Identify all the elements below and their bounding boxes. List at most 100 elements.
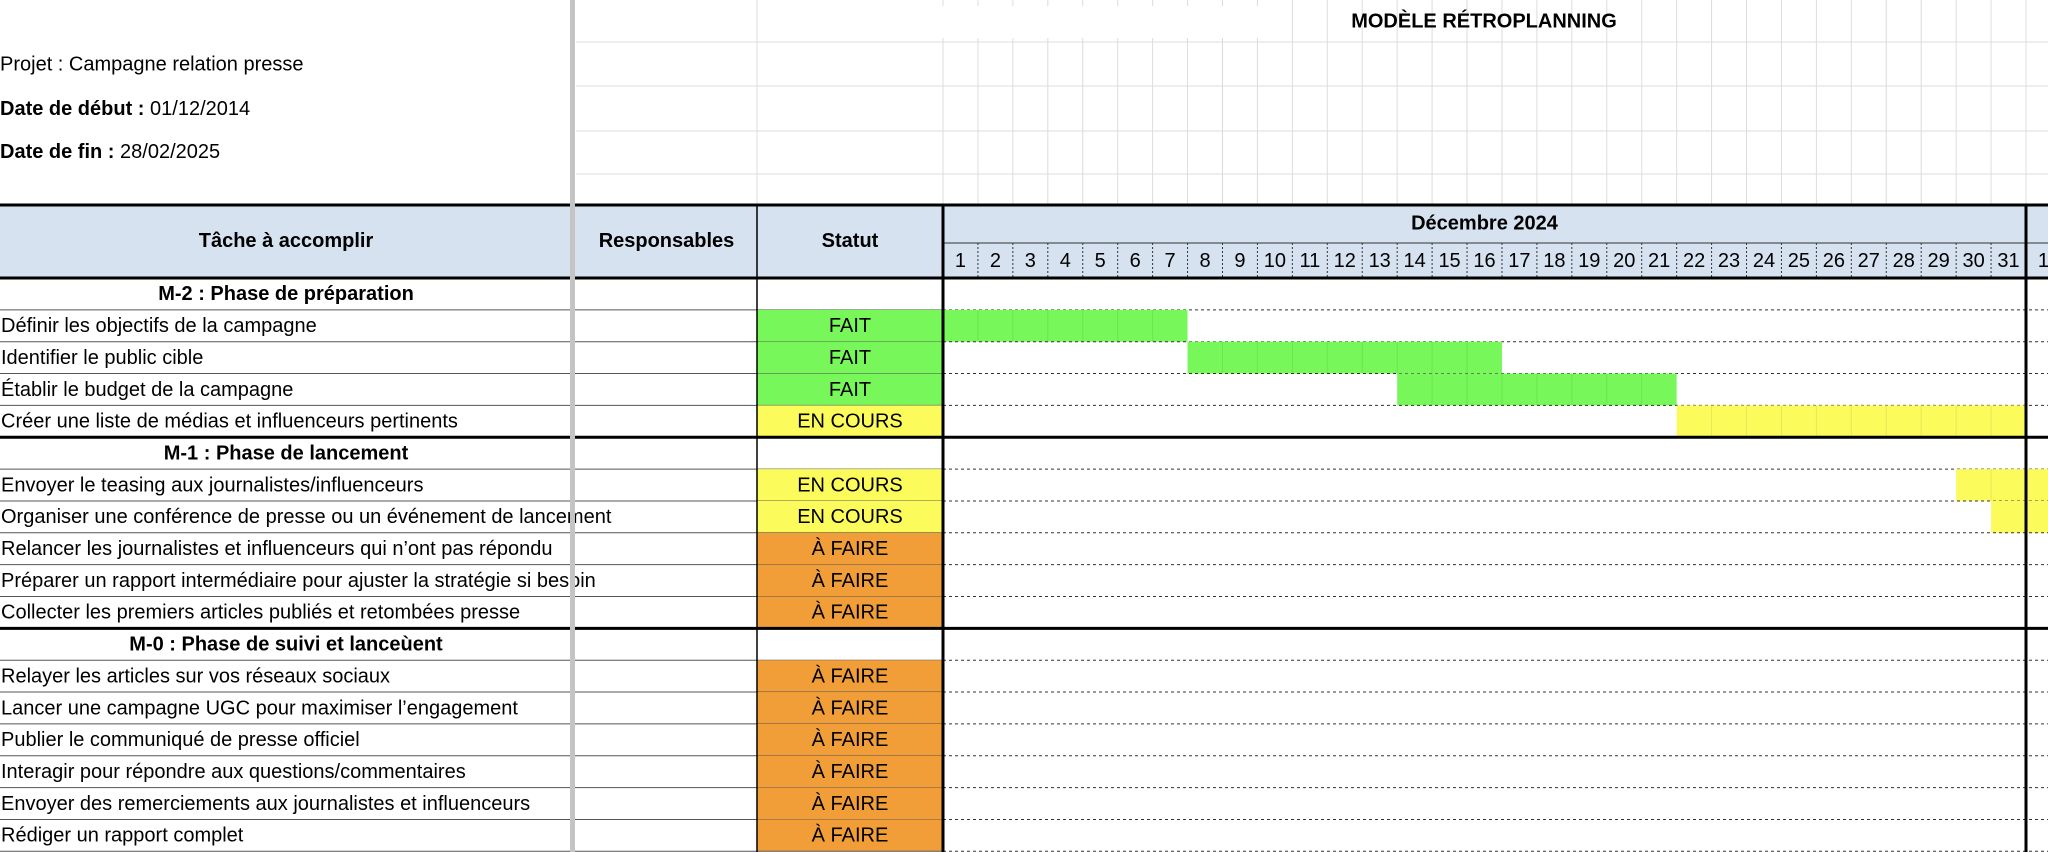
column-header: Statut bbox=[822, 230, 879, 252]
date-label: Date de début : bbox=[0, 98, 144, 120]
status-text: EN COURS bbox=[797, 411, 903, 433]
status-cell bbox=[757, 469, 943, 501]
status-text: FAIT bbox=[829, 379, 871, 401]
title: MODÈLE RÉTROPLANNING bbox=[1351, 9, 1617, 32]
status-text: FAIT bbox=[829, 347, 871, 369]
date-line: Date de fin : 28/02/2025 bbox=[0, 141, 220, 163]
task-name: Envoyer le teasing aux journalistes/infl… bbox=[1, 474, 423, 496]
gantt-bar bbox=[1991, 500, 2048, 533]
day-number: 15 bbox=[1438, 250, 1460, 272]
day-number: 29 bbox=[1928, 250, 1950, 272]
title-bg bbox=[900, 6, 1290, 38]
phase-title: M-0 : Phase de suivi et lanceùent bbox=[129, 634, 443, 656]
task-name: Organiser une conférence de presse ou un… bbox=[1, 506, 612, 528]
status-cell bbox=[757, 532, 943, 565]
day-number: 1 bbox=[955, 250, 966, 272]
day-number: 9 bbox=[1234, 250, 1245, 272]
day-number: 18 bbox=[1543, 250, 1565, 272]
day-number: 19 bbox=[1578, 250, 1600, 272]
status-text: À FAIRE bbox=[812, 792, 889, 815]
column-header: Responsables bbox=[599, 230, 735, 252]
day-number: 23 bbox=[1718, 250, 1740, 272]
day-number: 10 bbox=[1264, 250, 1286, 272]
status-cell bbox=[757, 660, 943, 693]
phase-title: M-1 : Phase de lancement bbox=[164, 442, 409, 464]
status-cell bbox=[757, 692, 943, 724]
month-header: Décembre 2024 bbox=[1411, 212, 1559, 234]
header-bg bbox=[0, 205, 2048, 278]
status-cell bbox=[757, 596, 943, 629]
day-number: 28 bbox=[1893, 250, 1915, 272]
status-text: À FAIRE bbox=[812, 664, 889, 687]
task-name: Définir les objectifs de la campagne bbox=[1, 315, 317, 337]
task-name: Préparer un rapport intermédiaire pour a… bbox=[1, 570, 596, 592]
status-text: À FAIRE bbox=[812, 824, 889, 847]
day-number: 25 bbox=[1788, 250, 1810, 272]
day-number: 27 bbox=[1858, 250, 1880, 272]
status-text: EN COURS bbox=[797, 474, 903, 496]
day-number: 4 bbox=[1060, 250, 1071, 272]
status-text: À FAIRE bbox=[812, 569, 889, 592]
status-cell bbox=[757, 755, 943, 788]
task-name: Envoyer des remerciements aux journalist… bbox=[1, 793, 530, 815]
task-name: Relancer les journalistes et influenceur… bbox=[1, 538, 552, 560]
day-number: 16 bbox=[1473, 250, 1495, 272]
gantt-bar bbox=[1397, 373, 1677, 406]
day-number: 31 bbox=[1997, 250, 2019, 272]
day-number: 22 bbox=[1683, 250, 1705, 272]
status-cell bbox=[757, 564, 943, 597]
status-cell bbox=[757, 723, 943, 756]
status-cell bbox=[757, 373, 943, 406]
status-text: À FAIRE bbox=[812, 760, 889, 783]
status-text: EN COURS bbox=[797, 506, 903, 528]
day-number: 11 bbox=[1299, 250, 1320, 272]
gantt-bar bbox=[1187, 341, 1502, 374]
day-number: 13 bbox=[1369, 250, 1391, 272]
column-header: Tâche à accomplir bbox=[199, 230, 374, 252]
day-number: 3 bbox=[1025, 250, 1036, 272]
date-value: 01/12/2014 bbox=[150, 98, 250, 120]
day-number: 12 bbox=[1334, 250, 1356, 272]
frozen-pane-divider bbox=[570, 0, 575, 852]
gantt-bar bbox=[1956, 469, 2048, 501]
day-number: 8 bbox=[1199, 250, 1210, 272]
date-value: 28/02/2025 bbox=[120, 141, 220, 163]
day-number: 17 bbox=[1508, 250, 1530, 272]
task-name: Créer une liste de médias et influenceur… bbox=[1, 411, 458, 433]
day-number: 24 bbox=[1753, 250, 1775, 272]
task-name: Relayer les articles sur vos réseaux soc… bbox=[1, 665, 390, 687]
phase-title: M-2 : Phase de préparation bbox=[158, 283, 414, 305]
task-name: Établir le budget de la campagne bbox=[1, 378, 293, 401]
status-cell bbox=[757, 341, 943, 374]
status-text: FAIT bbox=[829, 315, 871, 337]
project: Projet : Campagne relation presse bbox=[0, 53, 304, 75]
day-number: 5 bbox=[1095, 250, 1106, 272]
task-name: Identifier le public cible bbox=[1, 347, 203, 369]
status-cell bbox=[757, 819, 943, 852]
day-number: 2 bbox=[990, 250, 1001, 272]
day-number: 21 bbox=[1648, 250, 1670, 272]
day-number: 30 bbox=[1962, 250, 1984, 272]
task-name: Interagir pour répondre aux questions/co… bbox=[1, 761, 466, 783]
date-line: Date de début : 01/12/2014 bbox=[0, 98, 250, 120]
status-text: À FAIRE bbox=[812, 696, 889, 719]
date-label: Date de fin : bbox=[0, 141, 114, 163]
task-name: Lancer une campagne UGC pour maximiser l… bbox=[1, 697, 518, 719]
status-cell bbox=[757, 500, 943, 533]
task-name: Publier le communiqué de presse officiel bbox=[1, 729, 360, 751]
gantt-bar bbox=[943, 309, 1188, 342]
task-name: Rédiger un rapport complet bbox=[1, 825, 244, 847]
status-cell bbox=[757, 787, 943, 820]
gantt-bar bbox=[1676, 405, 2026, 438]
task-name: Collecter les premiers articles publiés … bbox=[1, 602, 520, 624]
status-cell bbox=[757, 405, 943, 438]
day-number: 1 bbox=[2038, 250, 2048, 272]
day-number: 26 bbox=[1823, 250, 1845, 272]
day-number: 7 bbox=[1165, 250, 1176, 272]
day-number: 14 bbox=[1404, 250, 1426, 272]
day-number: 20 bbox=[1613, 250, 1635, 272]
status-text: À FAIRE bbox=[812, 601, 889, 624]
status-text: À FAIRE bbox=[812, 537, 889, 560]
